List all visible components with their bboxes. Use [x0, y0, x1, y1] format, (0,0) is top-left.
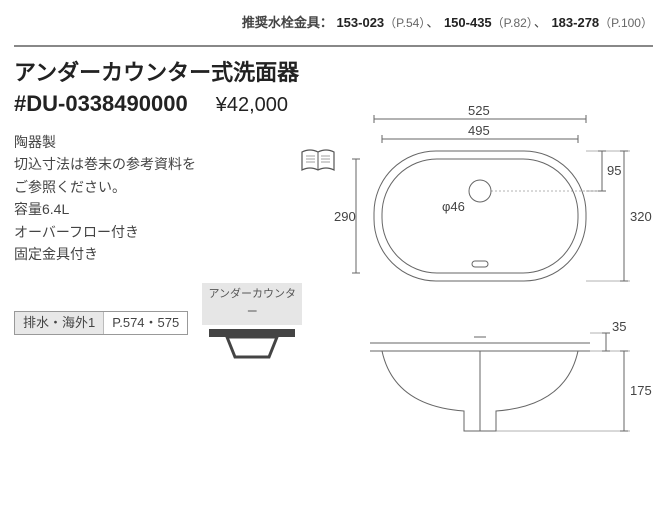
product-price: ¥42,000 — [216, 94, 288, 117]
dimension-diagram: 525 495 290 320 95 φ46 35 175 — [344, 131, 653, 363]
spec-line: 容量6.4L — [14, 198, 324, 220]
dim-hole: φ46 — [442, 199, 465, 214]
recommended-faucets: 推奨水栓金具： 153-023（P.54）、 150-435（P.82）、 18… — [14, 12, 653, 31]
dim-outer-w: 525 — [468, 103, 490, 118]
drain-tag-right: P.574・575 — [104, 312, 187, 334]
rec-code-0: 153-023 — [336, 15, 384, 30]
product-sku: #DU-0338490000 — [14, 91, 188, 117]
spec-line: 固定金具付き — [14, 243, 324, 265]
spec-line: 切込寸法は巻末の参考資料を — [14, 153, 324, 175]
dim-depth: 175 — [630, 383, 652, 398]
rec-code-1: 150-435 — [444, 15, 492, 30]
undercounter-label: アンダーカウンター — [202, 283, 302, 324]
title-row: アンダーカウンター式洗面器 — [14, 45, 653, 87]
spec-list: 陶器製 切込寸法は巻末の参考資料を ご参照ください。 容量6.4L オーバーフロ… — [14, 131, 324, 363]
drain-tag: 排水・海外1 P.574・575 — [14, 311, 188, 335]
manual-icon — [300, 148, 336, 179]
rec-sep-0: 、 — [426, 15, 439, 30]
drain-tag-left: 排水・海外1 — [15, 312, 104, 334]
rec-page-0: （P.54） — [384, 16, 425, 30]
rec-code-2: 183-278 — [551, 15, 599, 30]
spec-line: オーバーフロー付き — [14, 221, 324, 243]
dim-height-l: 290 — [334, 209, 356, 224]
spec-line: 陶器製 — [14, 131, 324, 153]
rec-page-1: （P.82） — [492, 16, 533, 30]
rec-page-2: （P.100） — [599, 16, 653, 30]
rec-sep-1: 、 — [534, 15, 547, 30]
undercounter-badge: アンダーカウンター — [202, 283, 302, 362]
dim-height-r: 320 — [630, 209, 652, 224]
dim-offset-r: 95 — [607, 163, 621, 178]
dim-inner-w: 495 — [468, 123, 490, 138]
spec-line: ご参照ください。 — [14, 176, 324, 198]
rec-label: 推奨水栓金具： — [242, 15, 333, 30]
dim-lip: 35 — [612, 319, 626, 334]
product-title: アンダーカウンター式洗面器 — [14, 55, 653, 87]
undercounter-icon — [207, 327, 297, 363]
